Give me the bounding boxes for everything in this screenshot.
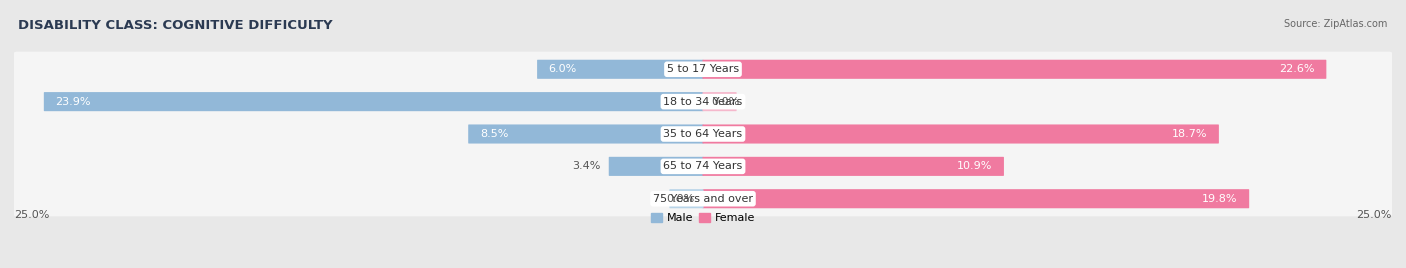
Text: 18.7%: 18.7% — [1171, 129, 1208, 139]
Text: 19.8%: 19.8% — [1202, 194, 1237, 204]
Text: 22.6%: 22.6% — [1279, 64, 1315, 74]
Text: 65 to 74 Years: 65 to 74 Years — [664, 161, 742, 171]
FancyBboxPatch shape — [13, 84, 1393, 119]
Text: 0.0%: 0.0% — [666, 194, 695, 204]
FancyBboxPatch shape — [13, 181, 1393, 216]
Text: 23.9%: 23.9% — [55, 97, 91, 107]
Text: 75 Years and over: 75 Years and over — [652, 194, 754, 204]
FancyBboxPatch shape — [703, 189, 1249, 208]
FancyBboxPatch shape — [609, 157, 703, 176]
Text: Source: ZipAtlas.com: Source: ZipAtlas.com — [1284, 19, 1388, 29]
Text: 3.4%: 3.4% — [572, 161, 600, 171]
Text: 5 to 17 Years: 5 to 17 Years — [666, 64, 740, 74]
FancyBboxPatch shape — [13, 52, 1393, 87]
Text: 25.0%: 25.0% — [1357, 210, 1392, 220]
FancyBboxPatch shape — [468, 124, 703, 144]
Text: 0.0%: 0.0% — [711, 97, 740, 107]
FancyBboxPatch shape — [13, 116, 1393, 152]
Text: 25.0%: 25.0% — [14, 210, 49, 220]
FancyBboxPatch shape — [669, 189, 703, 208]
Text: 35 to 64 Years: 35 to 64 Years — [664, 129, 742, 139]
FancyBboxPatch shape — [537, 60, 703, 79]
Text: 6.0%: 6.0% — [548, 64, 576, 74]
FancyBboxPatch shape — [703, 60, 1326, 79]
FancyBboxPatch shape — [44, 92, 703, 111]
FancyBboxPatch shape — [703, 157, 1004, 176]
FancyBboxPatch shape — [703, 124, 1219, 144]
FancyBboxPatch shape — [703, 92, 737, 111]
Legend: Male, Female: Male, Female — [647, 209, 759, 228]
FancyBboxPatch shape — [13, 149, 1393, 184]
Text: 10.9%: 10.9% — [957, 161, 993, 171]
Text: 18 to 34 Years: 18 to 34 Years — [664, 97, 742, 107]
Text: 8.5%: 8.5% — [479, 129, 508, 139]
Text: DISABILITY CLASS: COGNITIVE DIFFICULTY: DISABILITY CLASS: COGNITIVE DIFFICULTY — [18, 19, 333, 32]
